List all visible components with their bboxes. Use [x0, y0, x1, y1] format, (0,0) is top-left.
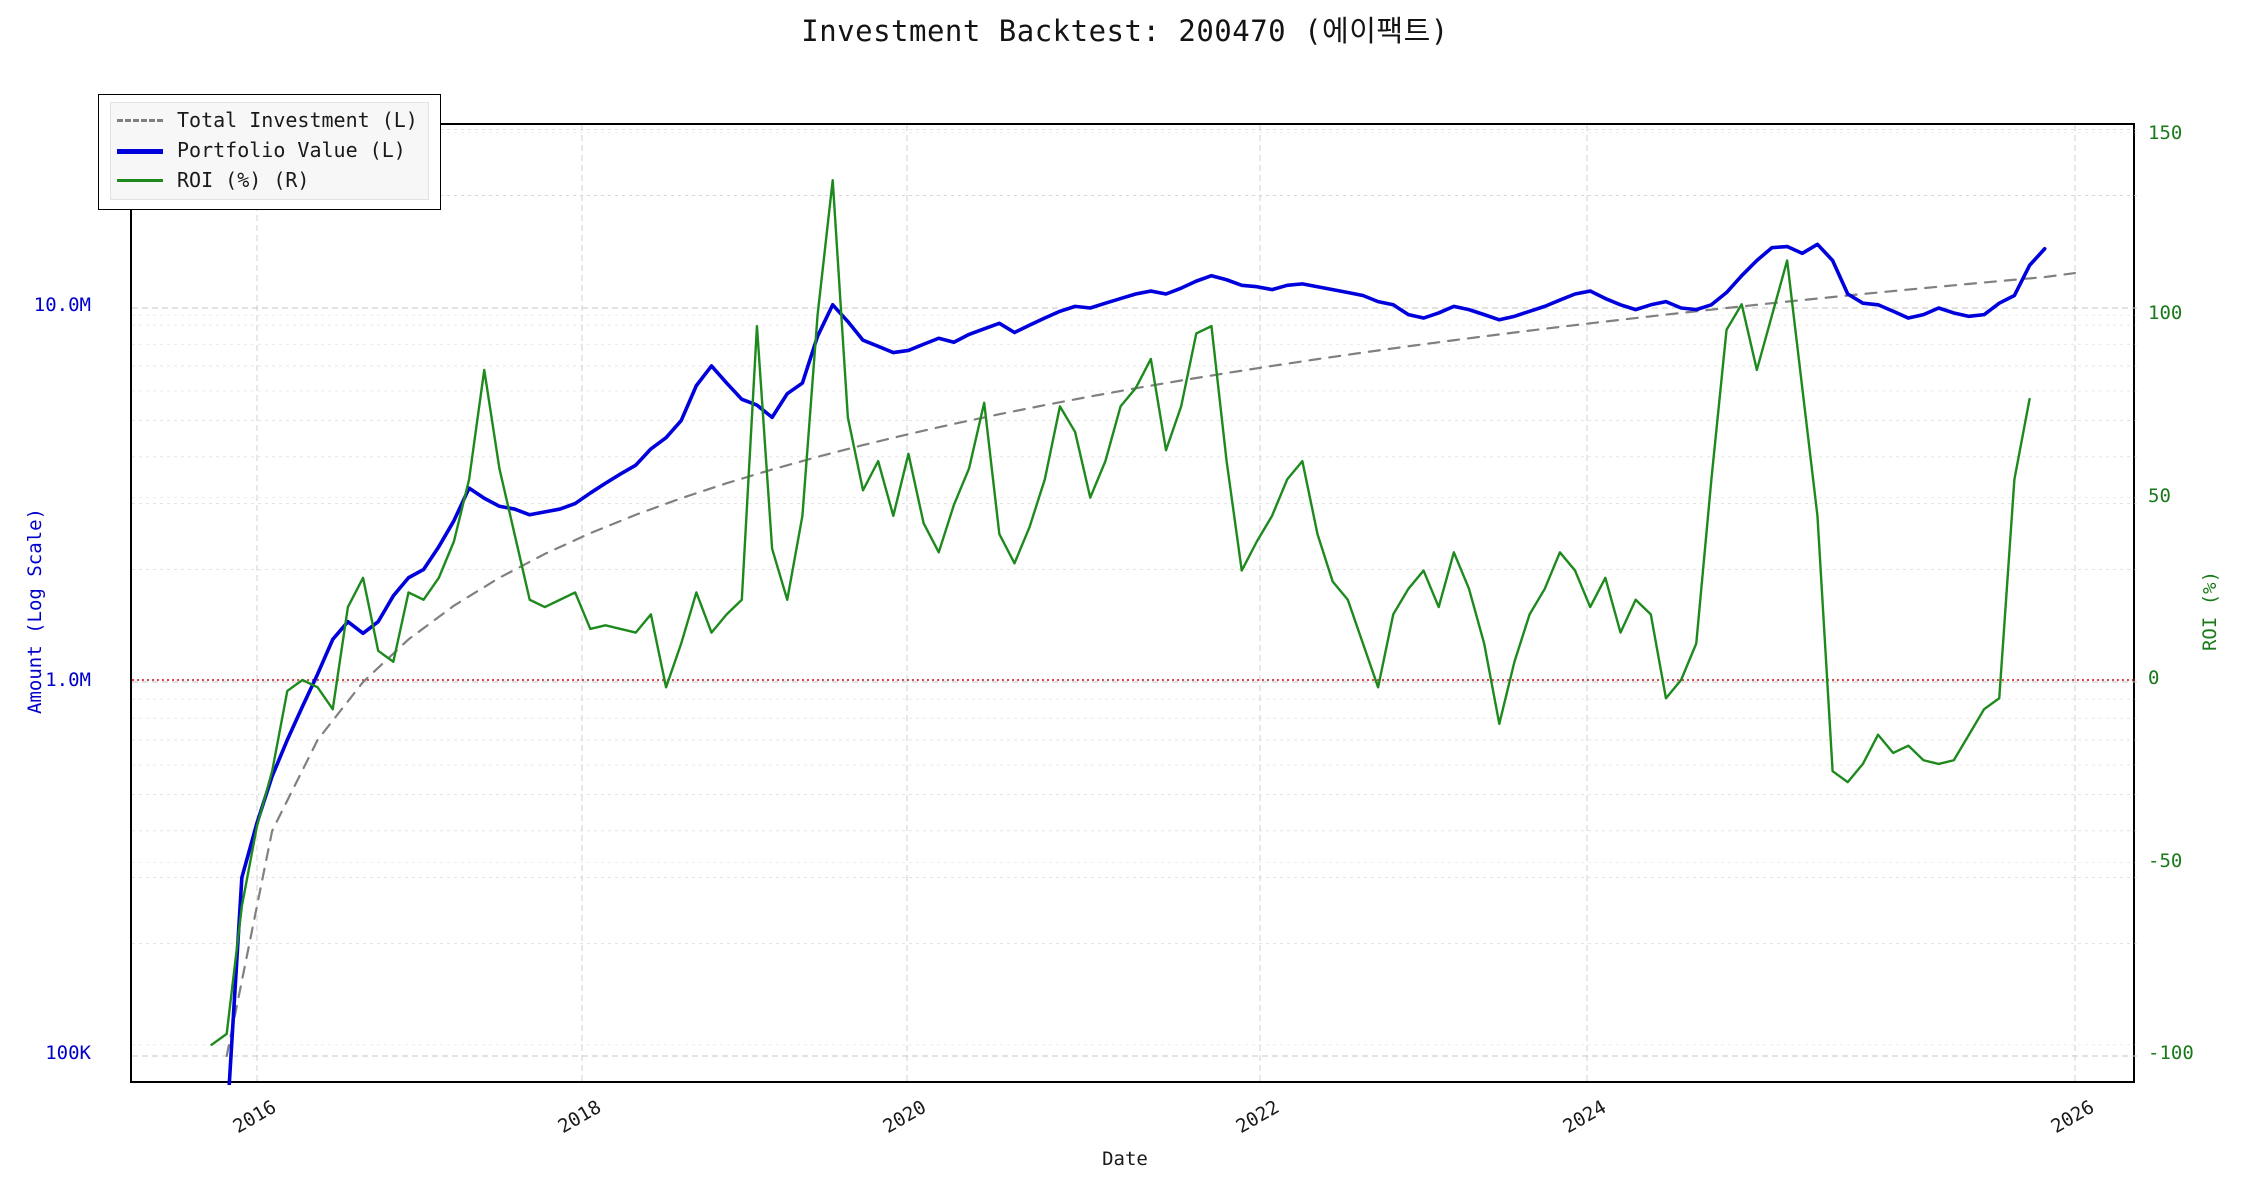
right-axis-tick-label: -100: [2148, 1042, 2194, 1064]
series-line-1: [227, 242, 2047, 1085]
right-axis-tick-label: 50: [2148, 485, 2171, 507]
x-axis-tick-label: 2024: [1559, 1096, 1610, 1138]
chart-svg: [132, 125, 2137, 1085]
legend-label: ROI (%) (R): [177, 168, 310, 192]
series-line-0: [225, 271, 2077, 1058]
x-axis-tick-label: 2022: [1232, 1096, 1283, 1138]
legend-swatch-solid-line-icon: [117, 141, 163, 159]
right-axis-tick-label: 100: [2148, 302, 2183, 324]
right-axis-tick-label: -50: [2148, 850, 2183, 872]
gridlines: [132, 125, 2137, 1085]
data-series-layer: [210, 179, 2077, 1085]
legend-label: Portfolio Value (L): [177, 138, 406, 162]
right-axis-tick-label: 150: [2148, 122, 2183, 144]
series-line-2: [210, 179, 2031, 1046]
chart-legend[interactable]: Total Investment (L) Portfolio Value (L)…: [98, 94, 441, 210]
x-axis-title: Date: [1102, 1148, 1148, 1170]
legend-label: Total Investment (L): [177, 108, 418, 132]
legend-swatch-dashed-line-icon: [117, 111, 163, 129]
legend-item-portfolio-value[interactable]: Portfolio Value (L): [117, 135, 418, 165]
right-axis-tick-label: 0: [2148, 667, 2160, 689]
x-axis-tick-label: 2018: [554, 1096, 605, 1138]
x-axis-tick-label: 2026: [2047, 1096, 2098, 1138]
chart-title: Investment Backtest: 200470 (에이팩트): [801, 14, 1449, 48]
x-axis-tick-label: 2016: [229, 1096, 280, 1138]
plot-area: [130, 123, 2137, 1085]
left-axis-tick-label: 1.0M: [45, 669, 91, 691]
legend-item-total-investment[interactable]: Total Investment (L): [117, 105, 418, 135]
legend-swatch-solid-line-icon: [117, 171, 163, 189]
left-axis-title: Amount (Log Scale): [24, 508, 46, 714]
left-axis-tick-label: 10.0M: [33, 294, 91, 316]
left-axis-tick-label: 100K: [45, 1042, 91, 1064]
legend-inner: Total Investment (L) Portfolio Value (L)…: [110, 102, 429, 200]
legend-item-roi[interactable]: ROI (%) (R): [117, 165, 418, 195]
x-axis-tick-label: 2020: [879, 1096, 930, 1138]
right-axis-title: ROI (%): [2199, 570, 2221, 652]
